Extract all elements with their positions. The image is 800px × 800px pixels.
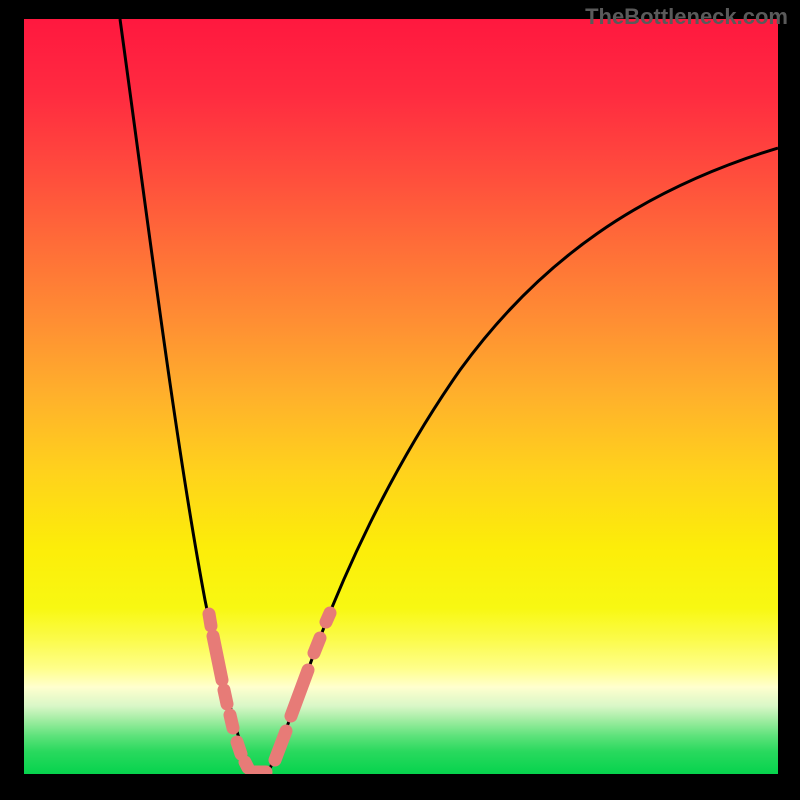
data-mark bbox=[209, 614, 211, 626]
chart-canvas bbox=[0, 0, 800, 800]
chart-background-gradient bbox=[24, 19, 778, 774]
data-mark bbox=[245, 762, 248, 768]
data-mark bbox=[314, 638, 320, 653]
data-mark bbox=[230, 715, 233, 728]
watermark-text: TheBottleneck.com bbox=[585, 4, 788, 30]
bottleneck-chart: TheBottleneck.com bbox=[0, 0, 800, 800]
data-mark bbox=[213, 636, 222, 680]
data-mark bbox=[237, 742, 241, 754]
data-mark bbox=[326, 613, 330, 622]
data-mark bbox=[224, 690, 227, 704]
